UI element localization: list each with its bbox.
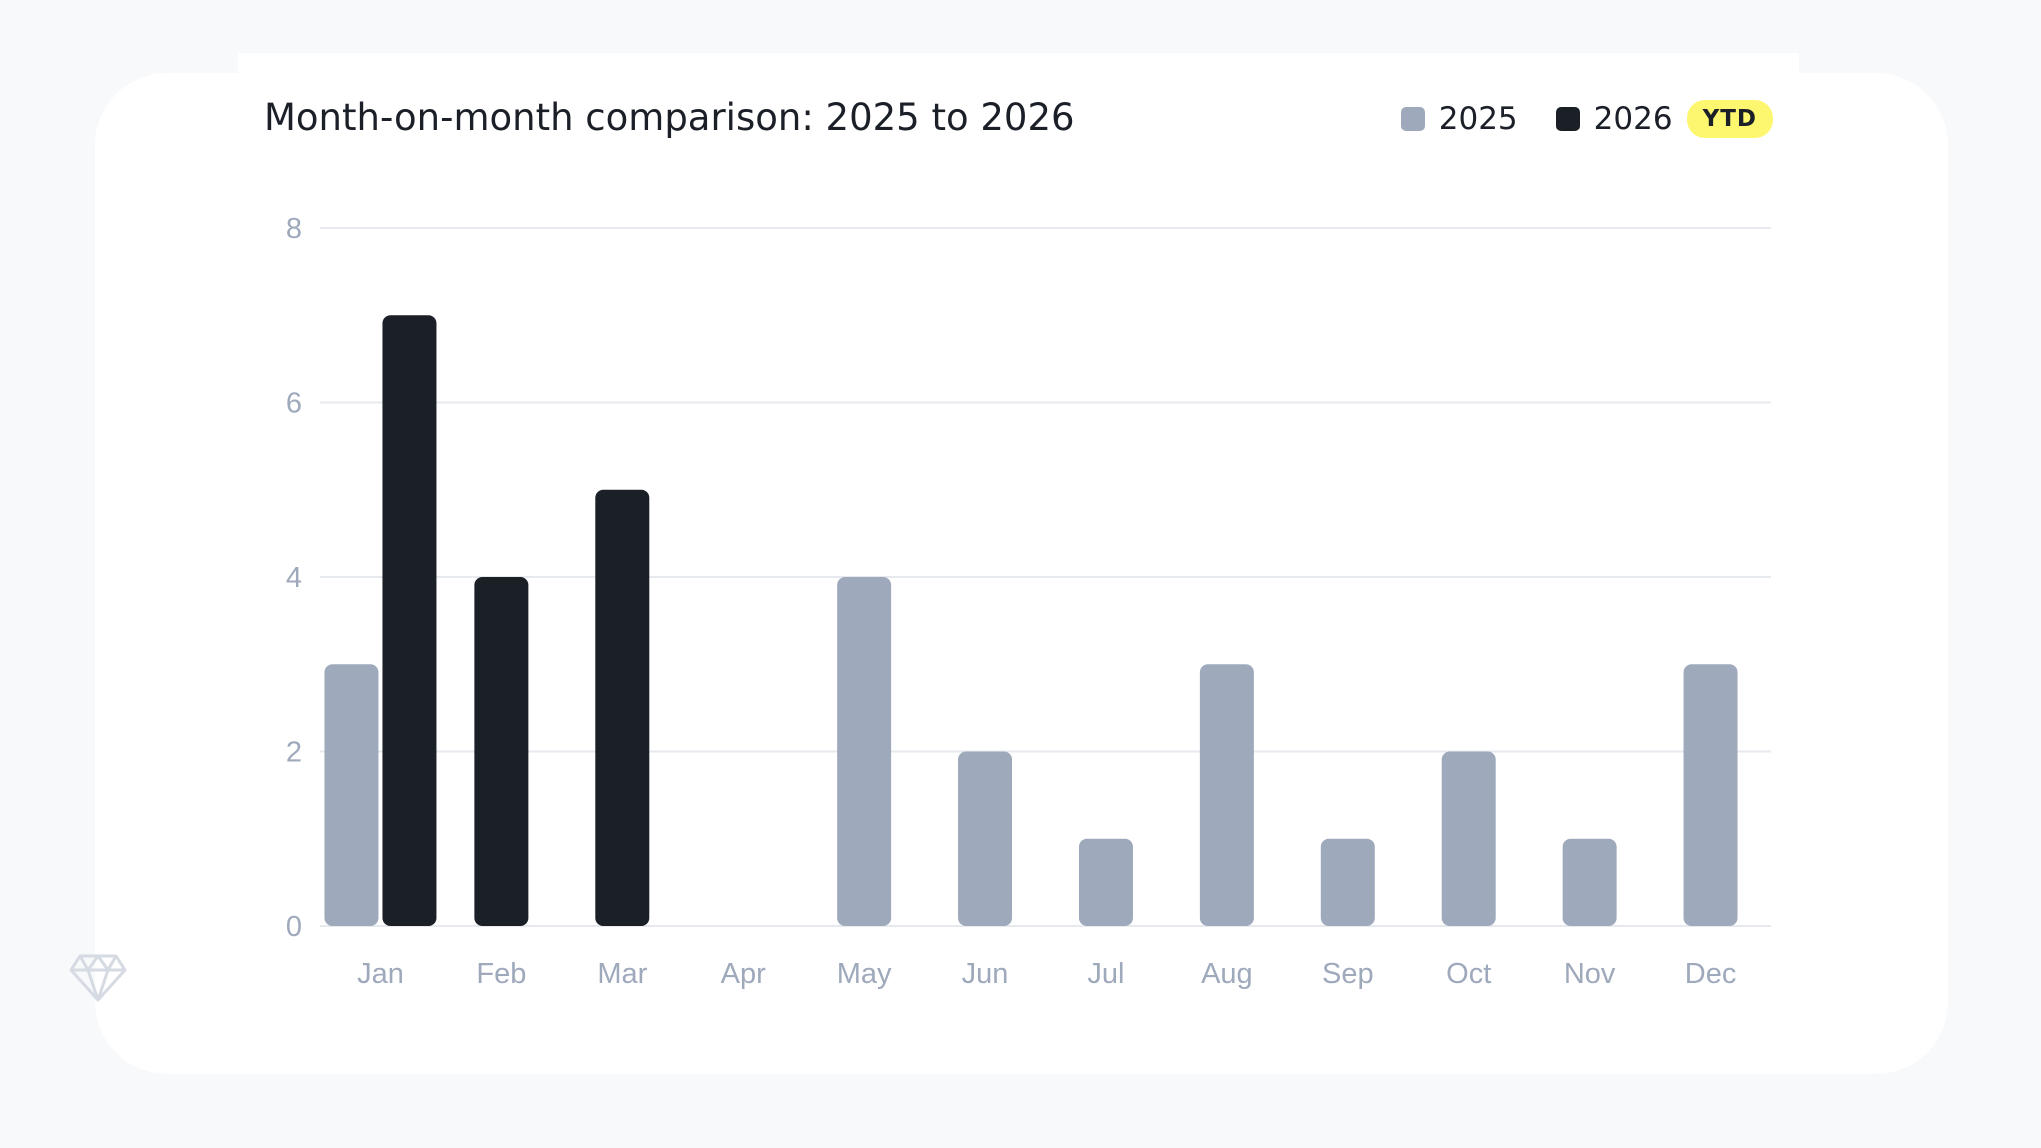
bar-2025-aug [1199,664,1254,926]
y-tick-label: 2 [286,737,302,769]
legend-item-2025[interactable]: 2025 [1400,101,1518,137]
bar-2025-oct [1441,751,1496,926]
x-tick-label-jun: Jun [962,958,1009,990]
chart-title: Month-on-month comparison: 2025 to 2026 [264,96,1075,139]
bar-2025-sep [1320,838,1375,926]
bar-2026-mar [595,489,650,926]
chart-legend: 2025 2026 YTD [1363,100,1773,138]
legend-label-2025: 2025 [1438,101,1518,137]
bar-2025-jun [958,751,1013,926]
x-tick-label-may: May [837,958,892,990]
y-tick-label: 4 [286,562,302,594]
x-tick-label-oct: Oct [1446,958,1491,990]
gem-icon [69,954,127,1002]
bar-2025-jul [1078,838,1133,926]
x-tick-label-feb: Feb [476,958,526,990]
legend-label-2026: 2026 [1593,101,1673,137]
y-tick-label: 0 [286,911,302,943]
bar-2026-jan [382,315,437,926]
x-tick-label-nov: Nov [1564,958,1616,990]
ytd-badge: YTD [1686,100,1773,138]
y-tick-label: 8 [286,213,302,245]
x-tick-label-aug: Aug [1201,958,1253,990]
y-tick-label: 6 [286,388,302,420]
x-tick-label-apr: Apr [721,958,766,990]
x-tick-label-dec: Dec [1685,958,1737,990]
x-tick-label-mar: Mar [597,958,647,990]
bar-2026-feb [474,577,529,926]
x-tick-label-jan: Jan [357,958,404,990]
x-tick-label-sep: Sep [1322,958,1374,990]
x-tick-label-jul: Jul [1087,958,1124,990]
bar-2025-dec [1683,664,1738,926]
bar-2025-may [837,577,892,926]
legend-item-2026[interactable]: 2026 YTD [1555,100,1773,138]
legend-swatch-2026 [1555,107,1580,131]
legend-swatch-2025 [1400,107,1425,131]
bar-2025-jan [324,664,379,926]
bar-2025-nov [1562,838,1617,926]
